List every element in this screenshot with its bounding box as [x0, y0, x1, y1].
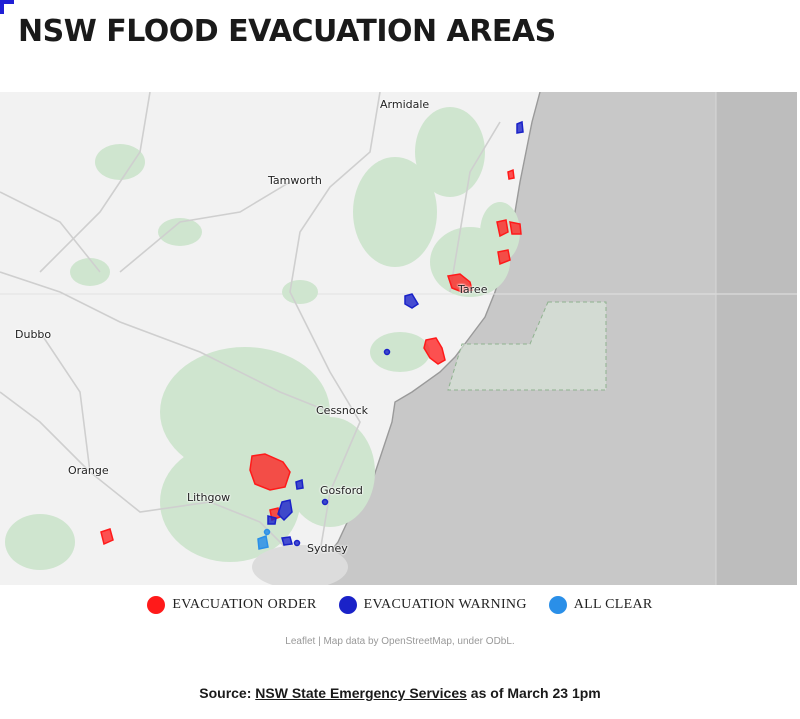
evacuation-order-dot [147, 596, 166, 614]
legend-item-evacuation-warning: EVACUATION WARNING [338, 596, 527, 614]
place-label-tamworth: Tamworth [268, 174, 322, 187]
evacuation-order-zones[interactable] [100, 168, 522, 546]
source-prefix: Source: [199, 685, 256, 701]
map-attribution: Leaflet | Map data by OpenStreetMap, und… [0, 636, 800, 647]
evacuation-order-zone[interactable] [496, 219, 509, 238]
all-clear-zone[interactable] [257, 534, 269, 550]
legend-label: EVACUATION ORDER [172, 597, 317, 612]
place-label-gosford: Gosford [320, 484, 363, 497]
evacuation-order-zone[interactable] [497, 249, 511, 266]
evacuation-warning-zone[interactable] [404, 293, 420, 309]
evacuation-warning-zone[interactable] [516, 120, 524, 134]
attribution-text: Map data by OpenStreetMap, under ODbL. [323, 636, 515, 647]
evacuation-warning-zones[interactable] [267, 120, 524, 547]
place-label-sydney: Sydney [307, 542, 348, 555]
evacuation-warning-zone[interactable] [267, 515, 277, 525]
evacuation-warning-zone[interactable] [383, 348, 391, 356]
all-clear-zones[interactable] [257, 528, 271, 550]
source-suffix: as of March 23 1pm [466, 685, 601, 701]
vegetation [5, 107, 520, 570]
place-label-lithgow: Lithgow [187, 491, 231, 504]
urban-area-sydney [252, 545, 348, 585]
corner-accent [0, 0, 14, 14]
evacuation-order-zone[interactable] [423, 337, 446, 365]
evacuation-order-zone[interactable] [447, 273, 473, 293]
marine-park-boundary [447, 301, 607, 391]
all-clear-zone[interactable] [263, 528, 271, 536]
evacuation-order-zone[interactable] [100, 528, 114, 546]
place-label-dubbo: Dubbo [15, 328, 52, 341]
legend: EVACUATION ORDER EVACUATION WARNING ALL … [0, 596, 800, 614]
source-line: Source: NSW State Emergency Services as … [0, 685, 800, 701]
roads [0, 92, 501, 563]
place-label-orange: Orange [68, 464, 109, 477]
evacuation-warning-zone[interactable] [295, 478, 304, 490]
place-label-cessnock: Cessnock [316, 404, 369, 417]
page-title: NSW FLOOD EVACUATION AREAS [18, 14, 556, 49]
evacuation-order-zone[interactable] [509, 221, 522, 235]
evacuation-warning-dot [338, 596, 357, 614]
legend-label: EVACUATION WARNING [363, 597, 527, 612]
evacuation-warning-zone[interactable] [321, 498, 329, 506]
source-link[interactable]: NSW State Emergency Services [255, 685, 467, 701]
map-canvas [0, 92, 797, 585]
legend-label: ALL CLEAR [573, 597, 653, 612]
evacuation-warning-zone[interactable] [293, 539, 301, 547]
legend-item-all-clear: ALL CLEAR [548, 596, 653, 614]
all-clear-dot [548, 596, 567, 614]
ocean-deep [716, 92, 797, 585]
place-label-armidale: Armidale [380, 98, 430, 111]
evacuation-order-zone[interactable] [507, 168, 515, 180]
evacuation-warning-zone[interactable] [281, 536, 293, 546]
place-label-taree: Taree [458, 283, 488, 296]
leaflet-link[interactable]: Leaflet [285, 636, 316, 647]
map[interactable]: Armidale Tamworth Taree Dubbo Cessnock O… [0, 92, 797, 585]
evacuation-order-zone[interactable] [249, 453, 291, 491]
evacuation-warning-zone[interactable] [277, 499, 293, 522]
legend-item-evacuation-order: EVACUATION ORDER [147, 596, 316, 614]
attribution-separator: | [315, 636, 324, 647]
